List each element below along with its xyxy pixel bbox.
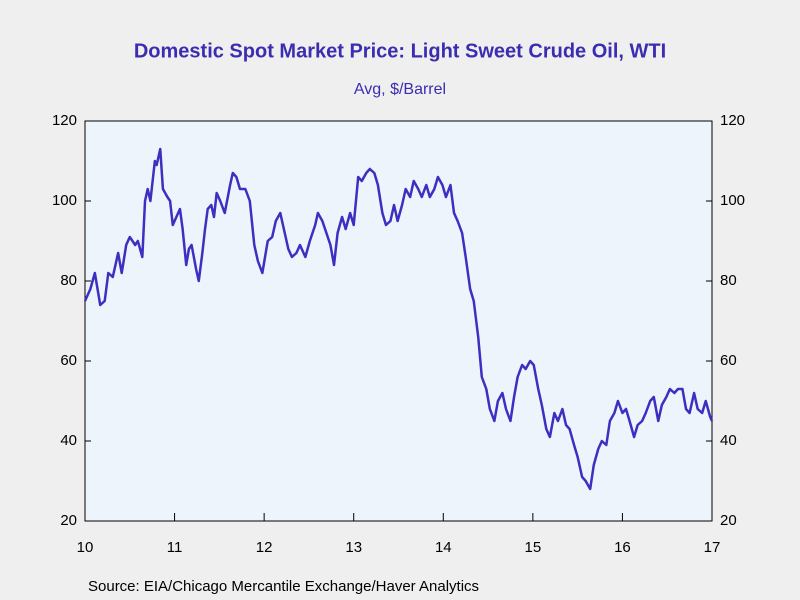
y-tick-label: 40 (60, 432, 77, 449)
y2-tick-label: 120 (720, 112, 745, 129)
x-tick-label: 11 (167, 539, 183, 556)
y2-tick-label: 60 (720, 352, 737, 369)
y-tick-label: 120 (52, 112, 77, 129)
price-line (83, 147, 714, 491)
y2-tick-label: 80 (720, 272, 737, 289)
x-tick-label: 17 (704, 539, 721, 556)
y-tick-label: 60 (60, 352, 77, 369)
x-tick-label: 16 (614, 539, 631, 556)
x-tick-label: 12 (256, 539, 273, 556)
x-tick-label: 15 (525, 539, 542, 556)
y-tick-label: 20 (60, 512, 77, 529)
y-tick-label: 80 (60, 272, 77, 289)
x-tick-label: 13 (345, 539, 362, 556)
source: Source: EIA/Chicago Mercantile Exchange/… (88, 578, 479, 595)
x-tick-label: 10 (77, 539, 94, 556)
y2-tick-label: 20 (720, 512, 737, 529)
y2-tick-label: 100 (720, 192, 745, 209)
chart-title: Domestic Spot Market Price: Light Sweet … (134, 40, 666, 62)
x-tick-label: 14 (435, 539, 452, 556)
chart-subtitle: Avg, $/Barrel (354, 81, 446, 98)
y2-tick-label: 40 (720, 432, 737, 449)
plot-area (84, 120, 713, 522)
y-tick-label: 100 (52, 192, 77, 209)
